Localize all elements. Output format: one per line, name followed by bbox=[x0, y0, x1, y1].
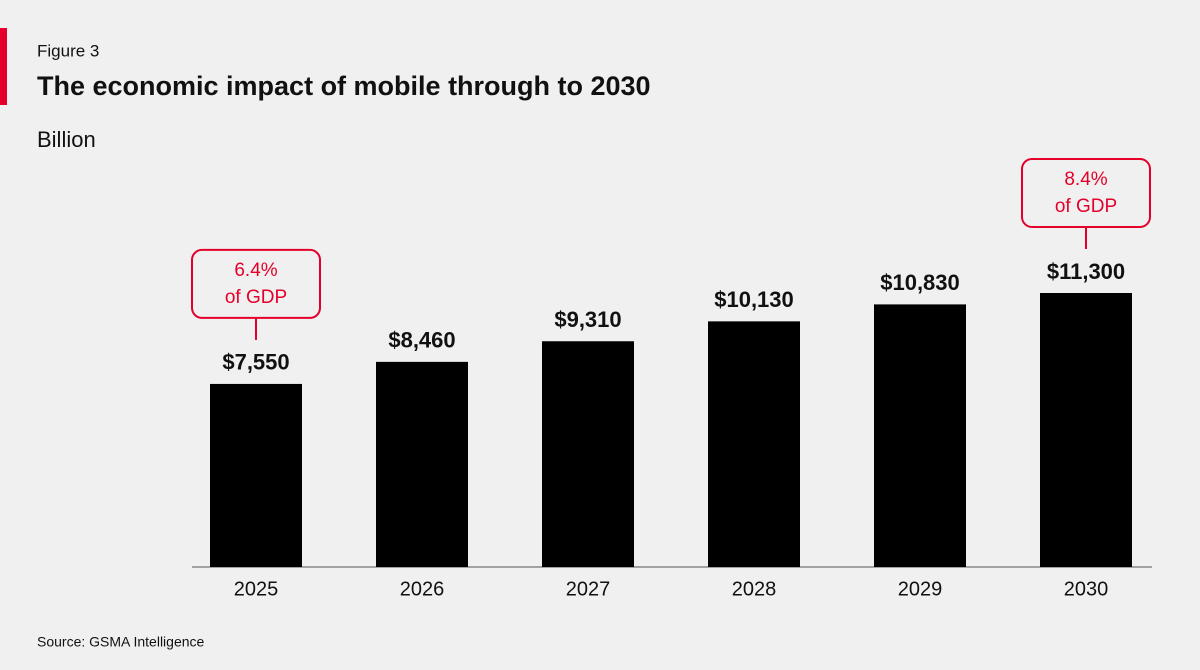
value-label: $7,550 bbox=[222, 350, 289, 375]
bar bbox=[376, 361, 468, 567]
x-tick-label: 2028 bbox=[732, 578, 777, 600]
bar bbox=[210, 383, 302, 567]
value-label: $10,130 bbox=[714, 287, 794, 312]
x-tick-label: 2026 bbox=[400, 578, 445, 600]
annotation-text: of GDP bbox=[1055, 196, 1117, 217]
source: Source: GSMA Intelligence bbox=[37, 634, 205, 650]
annotation-text: 6.4% bbox=[234, 260, 277, 281]
bar bbox=[1040, 293, 1132, 567]
bar bbox=[874, 304, 966, 567]
chart-subtitle: Billion bbox=[37, 127, 96, 152]
x-tick-label: 2027 bbox=[566, 578, 611, 600]
annotation-text: 8.4% bbox=[1064, 169, 1107, 190]
figure-label: Figure 3 bbox=[37, 41, 99, 60]
x-tick-label: 2030 bbox=[1064, 578, 1109, 600]
value-label: $9,310 bbox=[554, 307, 621, 332]
bar bbox=[542, 341, 634, 567]
value-label: $11,300 bbox=[1047, 259, 1125, 284]
annotation-box bbox=[1021, 158, 1151, 228]
annotation-box bbox=[191, 248, 321, 319]
annotation-text: of GDP bbox=[225, 287, 287, 308]
x-tick-label: 2029 bbox=[898, 578, 943, 600]
bar bbox=[708, 321, 800, 567]
value-label: $8,460 bbox=[388, 328, 455, 353]
accent-bar bbox=[0, 28, 7, 105]
value-label: $10,830 bbox=[880, 270, 960, 295]
x-tick-label: 2025 bbox=[234, 578, 279, 600]
chart-title: The economic impact of mobile through to… bbox=[37, 71, 651, 101]
